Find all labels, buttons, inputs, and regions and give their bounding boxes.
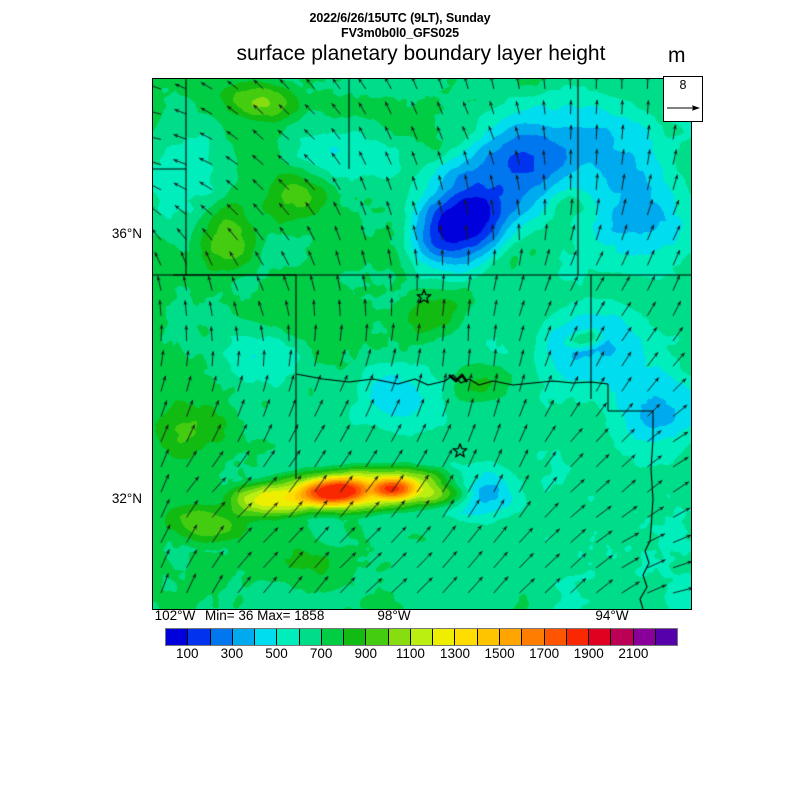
minmax-annotation: Min= 36 Max= 1858 <box>205 608 325 623</box>
colorbar-swatches[interactable] <box>165 628 678 646</box>
colorbar-swatch-19[interactable] <box>589 629 612 645</box>
colorbar-label-1500: 1500 <box>484 646 515 661</box>
colorbar-swatch-20[interactable] <box>611 629 634 645</box>
colorbar-swatch-6[interactable] <box>299 629 322 645</box>
lat-tick-32n: 32°N <box>111 491 142 506</box>
colorbar-swatch-17[interactable] <box>544 629 567 645</box>
colorbar-label-1700: 1700 <box>529 646 560 661</box>
colorbar-label-900: 900 <box>354 646 377 661</box>
colorbar-swatch-8[interactable] <box>344 629 367 645</box>
colorbar-swatch-21[interactable] <box>633 629 656 645</box>
colorbar-swatch-18[interactable] <box>566 629 590 645</box>
colorbar[interactable] <box>165 628 678 646</box>
colorbar-swatch-11[interactable] <box>410 629 434 645</box>
map-plot-area[interactable] <box>152 78 692 610</box>
title-model: FV3m0b0l0_GFS025 <box>341 26 459 40</box>
colorbar-swatch-22[interactable] <box>655 629 678 645</box>
colorbar-label-500: 500 <box>265 646 288 661</box>
colorbar-label-100: 100 <box>176 646 199 661</box>
lat-tick-36n: 36°N <box>111 226 142 241</box>
colorbar-swatch-0[interactable] <box>166 629 189 645</box>
colorbar-label-1100: 1100 <box>395 646 425 661</box>
colorbar-swatch-7[interactable] <box>321 629 345 645</box>
colorbar-swatch-15[interactable] <box>499 629 523 645</box>
lon-tick-94w: 94°W <box>595 608 629 623</box>
wind-key-value: 8 <box>679 78 687 92</box>
colorbar-label-300: 300 <box>220 646 244 661</box>
colorbar-tick-labels: 100 300 500 700 900 1100 1300 1500 1700 1900 2100 <box>165 646 678 666</box>
colorbar-swatch-3[interactable] <box>232 629 256 645</box>
colorbar-swatch-14[interactable] <box>477 629 500 645</box>
map-field-canvas <box>153 79 691 609</box>
colorbar-swatch-1[interactable] <box>188 629 211 645</box>
page-title: surface planetary boundary layer height <box>236 42 606 65</box>
colorbar-swatch-16[interactable] <box>522 629 545 645</box>
wind-vector-arrow-icon <box>667 105 700 111</box>
colorbar-swatch-9[interactable] <box>366 629 389 645</box>
colorbar-swatch-13[interactable] <box>455 629 478 645</box>
colorbar-swatch-2[interactable] <box>210 629 233 645</box>
colorbar-label-1300: 1300 <box>439 646 470 661</box>
wind-vector-legend: 8 <box>663 76 703 122</box>
lon-tick-98w: 98°W <box>377 608 411 623</box>
colorbar-label-1900: 1900 <box>573 646 604 661</box>
lon-tick-102w: 102°W <box>154 608 196 623</box>
colorbar-swatch-10[interactable] <box>388 629 411 645</box>
colorbar-swatch-4[interactable] <box>255 629 278 645</box>
colorbar-label-700: 700 <box>309 646 333 661</box>
units-label: m <box>668 44 686 67</box>
title-date: 2022/6/26/15UTC (9LT), Sunday <box>309 11 491 25</box>
colorbar-swatch-12[interactable] <box>433 629 456 645</box>
colorbar-label-2100: 2100 <box>618 646 649 661</box>
colorbar-swatch-5[interactable] <box>277 629 300 645</box>
